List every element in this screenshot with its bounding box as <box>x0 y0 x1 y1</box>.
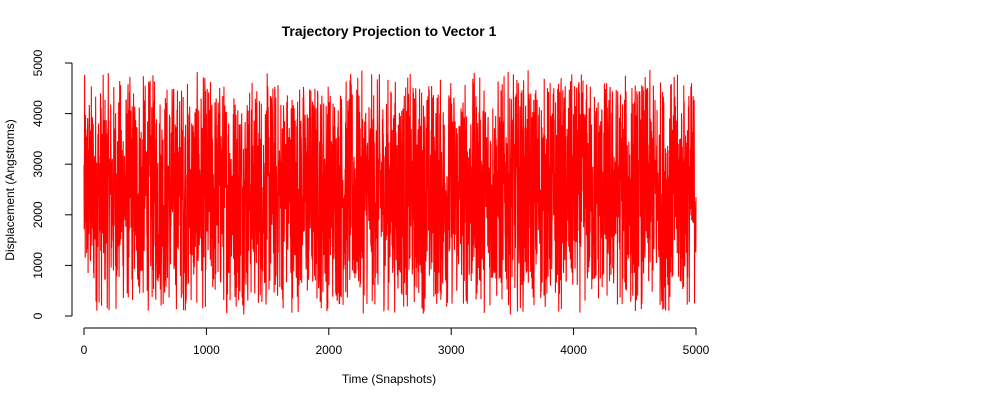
x-tick-label: 0 <box>81 343 88 357</box>
x-axis-ticks: 0 1000 2000 3000 4000 5000 <box>81 328 710 357</box>
y-tick-label: 1000 <box>31 252 45 279</box>
x-tick-label: 4000 <box>560 343 587 357</box>
y-axis-label: Displacement (Angstroms) <box>3 119 17 260</box>
x-tick-label: 3000 <box>438 343 465 357</box>
x-tick-label: 1000 <box>193 343 220 357</box>
y-tick-label: 0 <box>31 312 45 319</box>
y-tick-label: 5000 <box>31 49 45 76</box>
x-axis-label: Time (Snapshots) <box>342 372 436 386</box>
series-line <box>83 69 697 315</box>
y-tick-label: 3000 <box>31 151 45 178</box>
y-tick-label: 4000 <box>31 100 45 127</box>
x-tick-label: 5000 <box>683 343 710 357</box>
y-tick-label: 2000 <box>31 201 45 228</box>
chart-title: Trajectory Projection to Vector 1 <box>282 23 497 39</box>
series-layer <box>83 69 697 315</box>
y-axis-ticks: 0 1000 2000 3000 4000 5000 <box>31 49 72 319</box>
x-tick-label: 2000 <box>315 343 342 357</box>
